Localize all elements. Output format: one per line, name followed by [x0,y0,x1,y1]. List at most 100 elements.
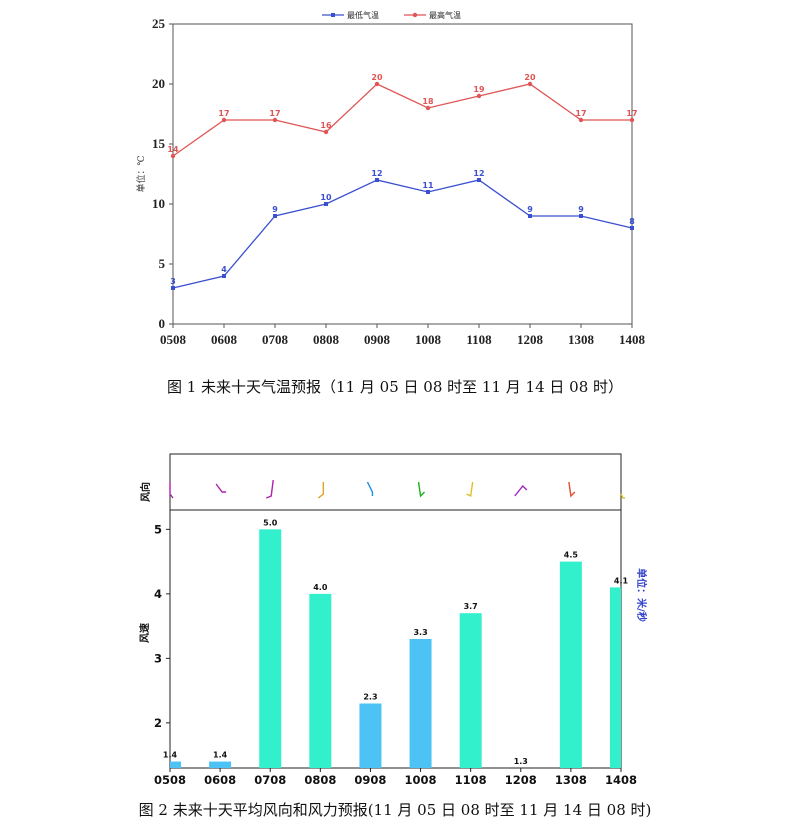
wind-direction-barb [514,484,528,497]
x-tick-label: 0908 [354,773,386,787]
bar [170,761,181,768]
bar [309,593,332,768]
bar-value-label: 3.3 [413,628,427,637]
figure-caption-1: 图 1 未来十天气温预报（11 月 05 日 08 时至 11 月 14 日 0… [167,378,623,396]
bar [459,613,482,768]
unit-label: 单位：米/秒 [635,568,648,622]
x-tick-label: 0808 [313,332,340,347]
plot-frame [172,23,633,325]
y-tick-label: 2 [154,716,162,730]
y-tick-label: 0 [159,316,166,331]
data-label: 17 [626,109,637,118]
data-point [629,117,635,123]
bar-value-label: 4.0 [313,583,328,592]
data-label: 12 [371,169,382,178]
y-tick-label: 20 [152,76,165,91]
bar [359,703,382,768]
x-tick-label: 0708 [254,773,286,787]
data-label: 10 [320,193,332,202]
bar-value-label: 1.4 [213,751,228,760]
bar-value-label: 4.5 [564,551,579,560]
x-tick-label: 0708 [262,332,289,347]
wind-direction-barb [466,481,474,498]
data-label: 3 [170,277,176,286]
data-point [272,117,278,123]
bar [409,639,432,768]
bar-value-label: 1.4 [163,751,178,760]
data-point [426,190,430,194]
x-tick-label: 0808 [304,773,336,787]
data-point [578,117,584,123]
data-point [171,286,175,290]
x-tick-label: 0508 [154,773,186,787]
data-label: 17 [575,109,586,118]
x-tick-label: 1408 [605,773,637,787]
data-label: 17 [218,109,229,118]
data-label: 11 [422,181,434,190]
data-point [324,202,328,206]
data-point [630,226,634,230]
data-label: 17 [269,109,280,118]
y-tick-label: 15 [152,136,166,151]
series-line-max [172,83,632,157]
legend-marker [412,12,418,18]
data-label: 12 [473,169,484,178]
wind-bar-chart: 风向 风速 单位：米/秒 2 3 4 5 0508 0608 0708 0808 0908 100… [138,453,652,819]
data-label: 16 [320,121,332,130]
wind-direction-barb [265,479,274,499]
data-label: 14 [167,145,179,154]
bar-value-label: 1.3 [514,757,528,766]
wind-direction-barb [568,481,576,498]
data-point [477,178,481,182]
data-point [579,214,583,218]
wind-direction-barb [215,483,227,493]
x-tick-label: 1008 [405,773,437,787]
bar-plot-frame [169,509,622,769]
data-label: 9 [578,205,584,214]
wind-direction-barb [417,481,426,498]
legend-marker [331,13,335,17]
data-label: 9 [272,205,278,214]
y-tick-label: 25 [152,16,166,31]
data-label: 8 [629,217,635,226]
y-axis-label: 单位：℃ [135,155,147,192]
bar-value-label: 2.3 [363,693,377,702]
x-tick-label: 0508 [160,332,187,347]
data-point [528,214,532,218]
wind-direction-barb [169,482,174,499]
x-tick-label: 1208 [505,773,537,787]
x-tick-label: 1408 [619,332,646,347]
legend-entry: 最高气温 [429,10,461,20]
x-tick-label: 1308 [555,773,587,787]
y-tick-label: 5 [159,256,166,271]
legend-entry: 最低气温 [347,10,379,20]
data-point [170,153,176,159]
bar-value-label: 3.7 [464,602,478,611]
data-point [375,178,379,182]
data-point [527,81,533,87]
y-tick-label: 3 [154,651,162,665]
bar [610,587,621,768]
data-label: 18 [422,97,434,106]
data-point [222,274,226,278]
x-tick-label: 0908 [364,332,391,347]
data-label: 9 [527,205,533,214]
x-tick-label: 0608 [211,332,238,347]
wind-direction-barb [620,493,625,499]
bar-value-label: 5.0 [263,518,278,527]
data-point [273,214,277,218]
y-tick-label: 5 [154,522,162,536]
y-tick-label: 4 [154,587,162,601]
wind-direction-barb [366,481,374,496]
wind-direction-panel [169,453,622,511]
y-tick-label: 10 [152,196,165,211]
data-point [425,105,431,111]
x-tick-label: 1108 [455,773,487,787]
temperature-line-chart: 最低气温 最高气温 单位：℃ 0 5 10 15 20 25 0508 0608 0708 0808… [135,10,646,396]
data-point [323,129,329,135]
figure-caption-2: 图 2 未来十天平均风向和风力预报(11 月 05 日 08 时至 11 月 1… [139,801,652,819]
x-tick-label: 1108 [466,332,492,347]
data-label: 20 [524,73,536,82]
data-label: 19 [473,85,485,94]
